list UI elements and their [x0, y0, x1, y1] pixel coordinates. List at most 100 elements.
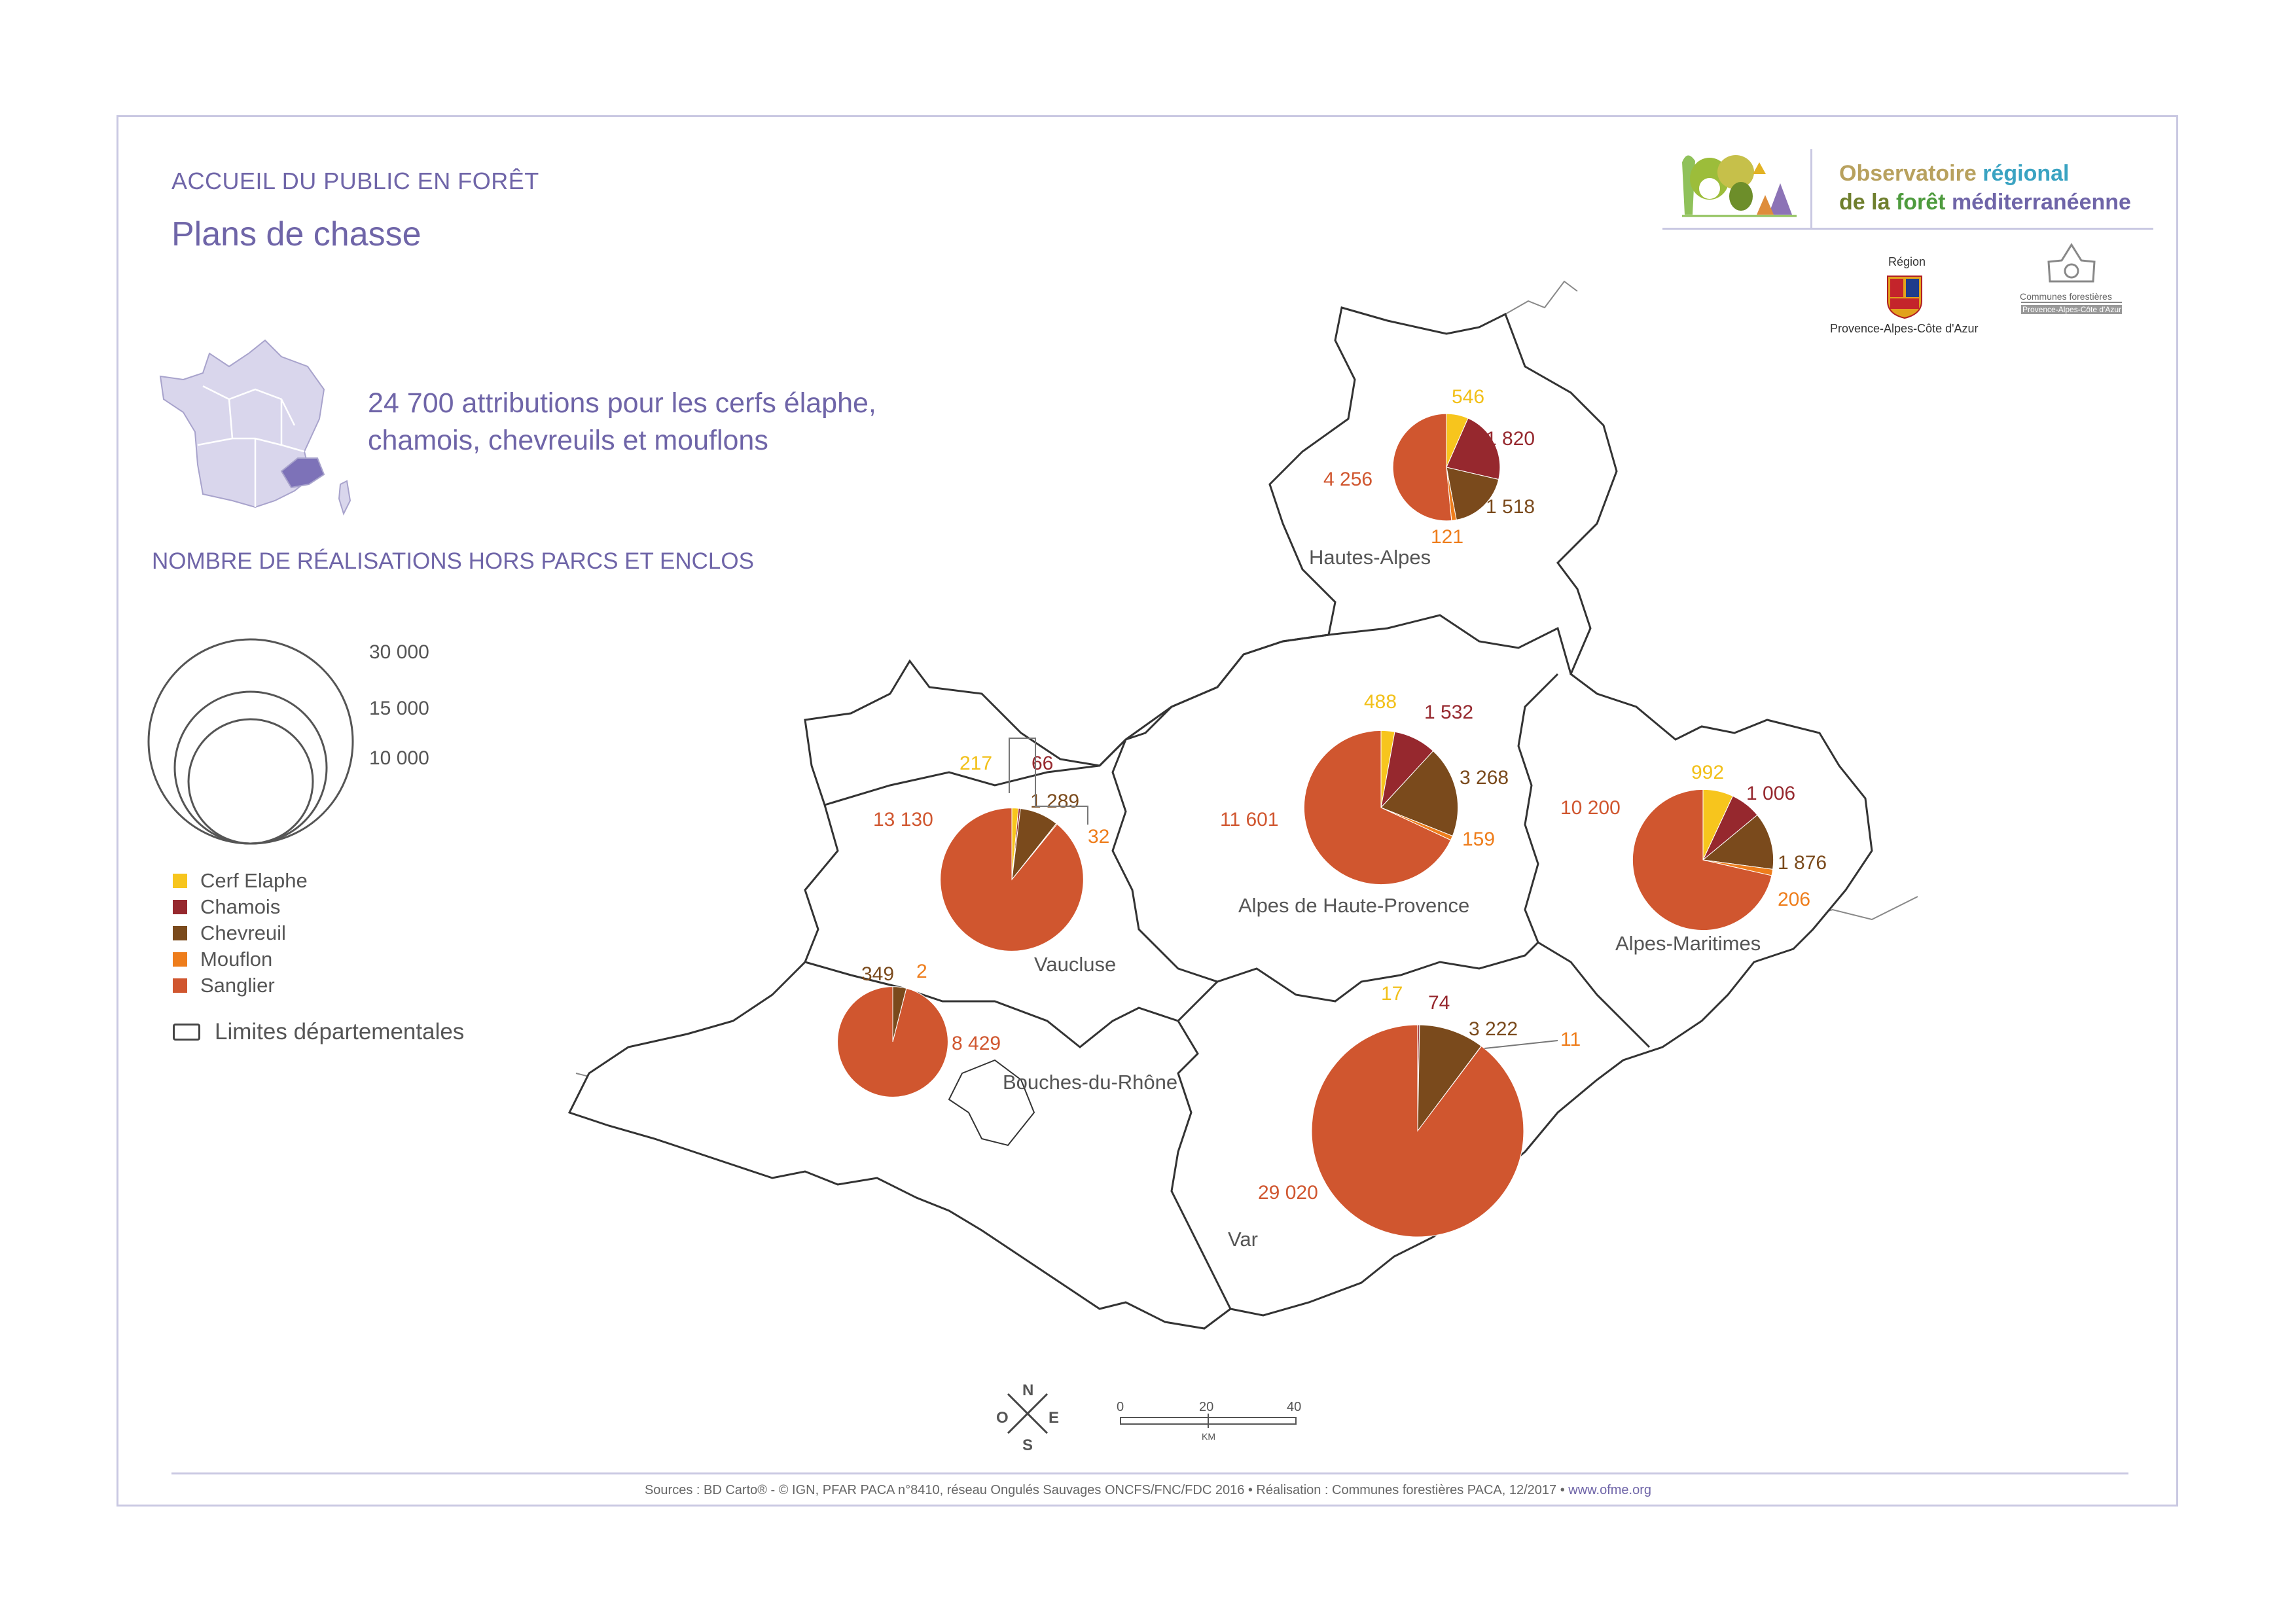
observatoire-logo-icon: [1682, 155, 1797, 217]
swatch-icon: [173, 926, 187, 940]
value-label: 10 200: [1560, 797, 1621, 819]
swatch-icon: [173, 978, 187, 993]
value-label: 1 532: [1424, 702, 1473, 723]
legend-title: NOMBRE DE RÉALISATIONS HORS PARCS ET ENC…: [152, 548, 754, 574]
observatoire-title-line2: de la forêt méditerranéenne: [1839, 190, 2131, 215]
size-legend-label: 15 000: [369, 698, 429, 719]
logo-underline: [1662, 228, 2153, 230]
website-link[interactable]: www.ofme.org: [1568, 1483, 1652, 1497]
footer-sources: Sources : BD Carto® - © IGN, PFAR PACA n…: [644, 1483, 1652, 1497]
value-label: 1 006: [1746, 783, 1795, 804]
pie-slice-chamois: [1446, 418, 1501, 480]
dept-label-alpes-haute-provence: Alpes de Haute-Provence: [1238, 894, 1469, 917]
value-label: 1 518: [1486, 496, 1535, 518]
svg-text:40: 40: [1287, 1400, 1301, 1414]
communes-logo-caption: Provence-Alpes-Côte d'Azur: [2022, 305, 2122, 314]
region-logo-label: Région: [1888, 255, 1926, 268]
legend-item-limits: Limites départementales: [173, 1019, 464, 1045]
corsica-shape: [338, 480, 351, 516]
boundary-alpes-maritimes: [1517, 673, 1651, 1048]
paca-region-highlight: [280, 457, 325, 489]
legend-item-mouflon: Mouflon: [173, 948, 272, 971]
swatch-icon: [173, 874, 187, 888]
leader-line: [1009, 738, 1088, 825]
value-label: 3 268: [1460, 767, 1509, 789]
boundary-var: [1170, 980, 1232, 1310]
compass-rose-icon: N O E S: [996, 1382, 1059, 1454]
boundary-hautes-alpes: [1125, 614, 1572, 741]
section-heading: ACCUEIL DU PUBLIC EN FORÊT: [171, 168, 539, 194]
dept-label-var: Var: [1228, 1228, 1258, 1251]
etang-de-berre: [948, 1059, 1035, 1147]
communes-logo-label: Communes forestières: [2020, 291, 2112, 302]
size-legend-label: 30 000: [369, 641, 429, 663]
boundary-alpes-haute-provence: [1111, 739, 1539, 1003]
svg-text:20: 20: [1199, 1400, 1213, 1414]
pie-slice-chevreuil: [1446, 467, 1499, 521]
value-label: 11: [1560, 1029, 1581, 1050]
value-label: 8 429: [952, 1033, 1001, 1054]
value-label: 546: [1452, 386, 1484, 408]
leader-line: [1484, 1040, 1558, 1049]
pie-charts-layer: [837, 413, 1774, 1238]
value-label: 121: [1431, 526, 1463, 548]
pie-slice-sanglier: [1311, 1024, 1524, 1238]
value-label: 488: [1364, 691, 1397, 713]
swatch-icon: [173, 900, 187, 914]
page-title: Plans de chasse: [171, 215, 422, 253]
dept-label-vaucluse: Vaucluse: [1034, 953, 1116, 976]
compass-s: S: [1022, 1436, 1033, 1454]
value-label: 217: [960, 753, 992, 774]
pie-slice-sanglier: [1303, 730, 1452, 885]
value-label: 17: [1381, 983, 1403, 1005]
region-shield-icon: [1887, 276, 1922, 319]
svg-text:0: 0: [1117, 1400, 1124, 1414]
boundary-symbol-icon: [173, 1024, 200, 1041]
compass-o: O: [996, 1409, 1009, 1427]
communes-forestieres-logo-icon: [2021, 243, 2122, 314]
pie-slice-sanglier: [1392, 413, 1452, 522]
value-label: 1 289: [1030, 791, 1079, 812]
footer-divider: [171, 1472, 2128, 1474]
value-label: 13 130: [873, 809, 933, 830]
value-label: 74: [1428, 992, 1450, 1014]
external-boundary: [1505, 280, 1578, 315]
france-inset-map: [159, 339, 351, 516]
svg-text:KM: KM: [1202, 1431, 1215, 1442]
boundary-vaucluse-north: [824, 738, 1127, 806]
logo-divider: [1810, 149, 1812, 228]
page-frame: [117, 115, 2178, 1507]
compass-n: N: [1022, 1382, 1033, 1399]
value-label: 1 820: [1486, 428, 1535, 450]
swatch-icon: [173, 952, 187, 967]
legend-item-cerf: Cerf Elaphe: [173, 869, 308, 893]
legend-item-chamois: Chamois: [173, 895, 280, 919]
legend-item-sanglier: Sanglier: [173, 974, 275, 997]
dept-label-bouches-du-rhone: Bouches-du-Rhône: [1003, 1071, 1177, 1094]
value-label: 992: [1691, 762, 1724, 783]
value-label: 29 020: [1258, 1182, 1318, 1204]
value-label: 32: [1088, 826, 1109, 847]
dept-label-hautes-alpes: Hautes-Alpes: [1309, 546, 1431, 569]
pie-slice-chevreuil: [1417, 1024, 1482, 1132]
observatoire-title-line1: Observatoire régional: [1839, 161, 2070, 186]
pie-slice-chevreuil: [1380, 750, 1459, 837]
pie-slice-sanglier: [1632, 789, 1772, 931]
headline: 24 700 attributions pour les cerfs élaph…: [368, 387, 876, 456]
value-label: 3 222: [1469, 1018, 1518, 1040]
value-label: 1 876: [1778, 852, 1827, 874]
dept-label-alpes-maritimes: Alpes-Maritimes: [1615, 932, 1761, 955]
size-legend-circles: [147, 638, 354, 845]
pie-slice-sanglier: [940, 808, 1084, 952]
compass-e: E: [1049, 1409, 1059, 1427]
scale-bar: 0 20 40 KM: [1117, 1400, 1301, 1442]
pie-slice-chevreuil: [1702, 814, 1774, 870]
value-label: 349: [861, 963, 894, 985]
value-label: 2: [916, 961, 927, 982]
value-label: 206: [1778, 889, 1810, 910]
legend-item-chevreuil: Chevreuil: [173, 921, 286, 945]
value-label: 4 256: [1323, 469, 1372, 490]
size-legend-label: 10 000: [369, 747, 429, 769]
value-label: 11 601: [1220, 809, 1279, 830]
